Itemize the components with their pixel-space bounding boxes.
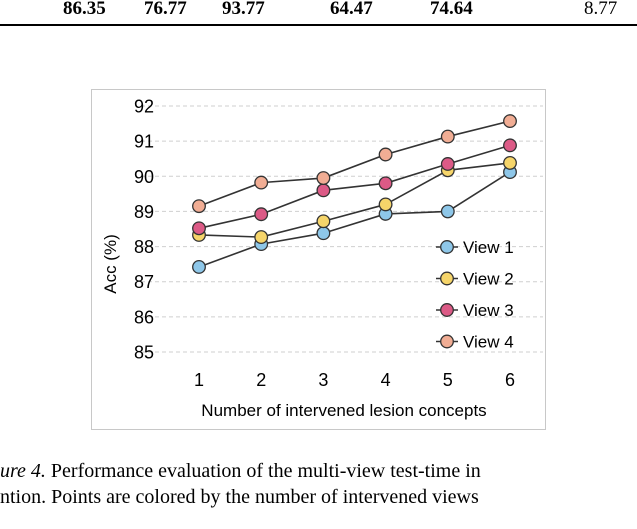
y-tick-label: 91 — [134, 132, 154, 152]
x-tick-label: 3 — [318, 370, 328, 390]
data-point-view-3 — [192, 221, 206, 236]
figure-caption-line2: ntion. Points are colored by the number … — [0, 486, 637, 509]
data-point-view-1 — [316, 226, 331, 241]
caption-text: ntion. Points are colored by the number … — [0, 486, 479, 508]
x-tick-label: 5 — [443, 370, 453, 390]
legend-label: View 3 — [463, 301, 514, 320]
data-point-view-3 — [503, 138, 517, 153]
series-lines — [192, 114, 517, 274]
x-axis-label: Number of intervened lesion concepts — [201, 401, 486, 420]
x-tick-label: 1 — [194, 370, 204, 390]
legend-label: View 1 — [463, 238, 514, 257]
x-tick-label: 6 — [505, 370, 515, 390]
data-point-view-3 — [378, 176, 393, 191]
y-tick-labels: 85 86 87 88 89 90 91 92 — [134, 97, 154, 363]
data-point-view-4 — [440, 129, 455, 144]
series-line-view-3 — [198, 144, 511, 230]
data-point-view-2 — [254, 230, 269, 245]
y-tick-label: 92 — [134, 97, 154, 117]
chart-frame — [91, 89, 546, 430]
data-point-view-1 — [440, 204, 455, 219]
legend-label: View 4 — [463, 333, 514, 352]
data-point-view-3 — [316, 183, 331, 198]
figure-label: ure 4. — [0, 460, 46, 482]
y-tick-label: 85 — [134, 343, 154, 363]
table-cell: 76.77 — [144, 0, 187, 19]
figure-caption-line1: ure 4. Performance evaluation of the mul… — [0, 460, 637, 483]
series-line-view-2 — [198, 162, 511, 238]
data-point-view-4 — [192, 199, 206, 214]
data-point-view-2 — [316, 214, 331, 229]
data-point-view-4 — [316, 171, 331, 185]
legend-marker — [440, 271, 454, 286]
series-line-view-1 — [198, 171, 511, 268]
table-bottom-row: 86.35 76.77 93.77 64.47 74.64 8.77 — [0, 0, 637, 26]
table-cell: 64.47 — [330, 0, 373, 19]
y-axis-label: Acc (%) — [101, 234, 120, 294]
data-point-view-4 — [254, 175, 269, 190]
legend: View 1 View 2 View 3 View 4 — [436, 238, 514, 352]
legend-marker — [440, 303, 454, 317]
table-cell: 86.35 — [63, 0, 106, 19]
series-line-view-4 — [198, 120, 511, 207]
data-point-view-2 — [378, 197, 393, 212]
y-tick-label: 86 — [134, 307, 154, 327]
data-point-view-2 — [503, 155, 517, 170]
x-tick-label: 2 — [256, 370, 266, 390]
table-cell: 93.77 — [222, 0, 265, 19]
data-point-view-4 — [378, 147, 393, 162]
x-tick-label: 4 — [381, 370, 391, 390]
data-point-view-3 — [254, 207, 269, 222]
data-point-view-4 — [503, 114, 517, 129]
legend-marker — [440, 334, 454, 349]
y-tick-label: 87 — [134, 272, 154, 292]
data-point-view-1 — [192, 260, 206, 274]
y-tick-label: 88 — [134, 237, 154, 257]
y-tick-label: 89 — [134, 202, 154, 222]
y-tick-label: 90 — [134, 167, 154, 187]
data-point-view-3 — [440, 157, 455, 171]
legend-marker — [440, 240, 454, 254]
table-cell: 8.77 — [584, 0, 618, 19]
caption-text: Performance evaluation of the multi-view… — [45, 460, 481, 482]
grid-lines — [141, 105, 543, 353]
line-chart: 85 86 87 88 89 90 91 92 1 2 3 4 5 6 Acc (%) Number o… — [101, 97, 543, 420]
legend-label: View 2 — [463, 270, 514, 289]
x-tick-labels: 1 2 3 4 5 6 — [194, 370, 515, 390]
table-cell: 74.64 — [430, 0, 473, 19]
table-bottom-rule — [0, 24, 637, 26]
